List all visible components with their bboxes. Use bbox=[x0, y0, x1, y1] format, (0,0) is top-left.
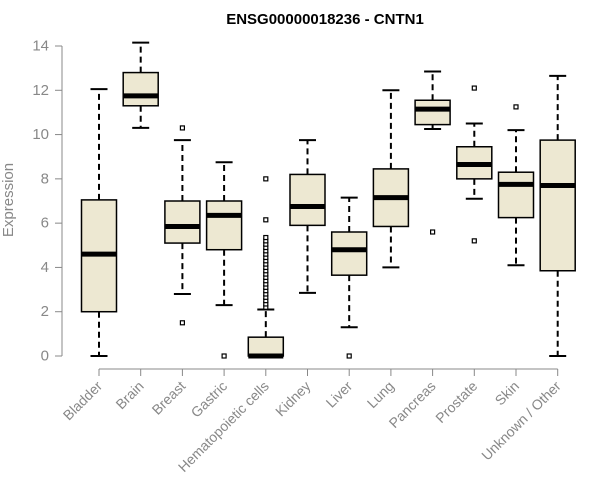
box-iqr bbox=[289, 173, 326, 227]
box-iqr bbox=[497, 171, 535, 219]
y-tick-label: 2 bbox=[41, 303, 49, 320]
y-tick-label: 8 bbox=[41, 170, 49, 187]
box-group bbox=[497, 104, 535, 267]
outlier-point bbox=[221, 353, 227, 359]
outlier-point bbox=[430, 229, 436, 235]
y-tick-label: 6 bbox=[41, 215, 49, 232]
box-iqr bbox=[164, 200, 201, 244]
box-group bbox=[122, 41, 159, 129]
outlier-point bbox=[513, 104, 519, 110]
y-tick-label: 14 bbox=[32, 38, 49, 55]
y-tick-label: 12 bbox=[32, 82, 49, 99]
x-tick-label: Bladder bbox=[60, 378, 106, 424]
y-axis-label: Expression bbox=[0, 163, 17, 237]
x-tick-label: Liver bbox=[323, 378, 356, 411]
box-group bbox=[539, 74, 576, 357]
box-group bbox=[330, 196, 368, 359]
y-tick-label: 4 bbox=[41, 259, 49, 276]
outlier-point bbox=[263, 234, 269, 241]
box-group bbox=[372, 89, 410, 269]
x-tick-label: Prostate bbox=[432, 378, 480, 426]
outlier-point bbox=[263, 176, 269, 182]
box-iqr bbox=[539, 139, 576, 272]
box-group bbox=[205, 161, 243, 359]
box-group bbox=[414, 70, 451, 235]
outlier-point bbox=[471, 85, 477, 91]
box-iqr bbox=[330, 231, 368, 276]
x-tick-label: Lung bbox=[364, 378, 397, 411]
outlier-point bbox=[179, 320, 185, 326]
y-tick-label: 0 bbox=[41, 348, 49, 365]
outlier-point bbox=[179, 125, 185, 131]
box-iqr bbox=[122, 71, 159, 107]
chart-title: ENSG00000018236 - CNTN1 bbox=[226, 11, 424, 28]
outlier-point bbox=[263, 217, 269, 223]
x-tick-label: Skin bbox=[492, 378, 523, 409]
outlier-point bbox=[471, 238, 477, 244]
x-tick-label: Breast bbox=[149, 378, 189, 418]
box-group bbox=[80, 88, 118, 357]
x-tick-label: Unknown / Other bbox=[478, 378, 564, 464]
box-group bbox=[456, 85, 493, 244]
y-tick-label: 10 bbox=[32, 126, 49, 143]
boxes-layer bbox=[80, 41, 576, 359]
box-group bbox=[247, 176, 285, 359]
box-iqr bbox=[205, 200, 243, 251]
box-group bbox=[289, 139, 326, 294]
box-iqr bbox=[247, 336, 285, 357]
outlier-point bbox=[346, 353, 352, 359]
box-iqr bbox=[414, 99, 451, 126]
x-tick-label: Brain bbox=[112, 378, 146, 412]
box-group bbox=[164, 125, 201, 326]
x-tick-label: Kidney bbox=[272, 378, 314, 420]
y-axis: 0 2 4 6 8 10 12 14 bbox=[32, 38, 63, 365]
